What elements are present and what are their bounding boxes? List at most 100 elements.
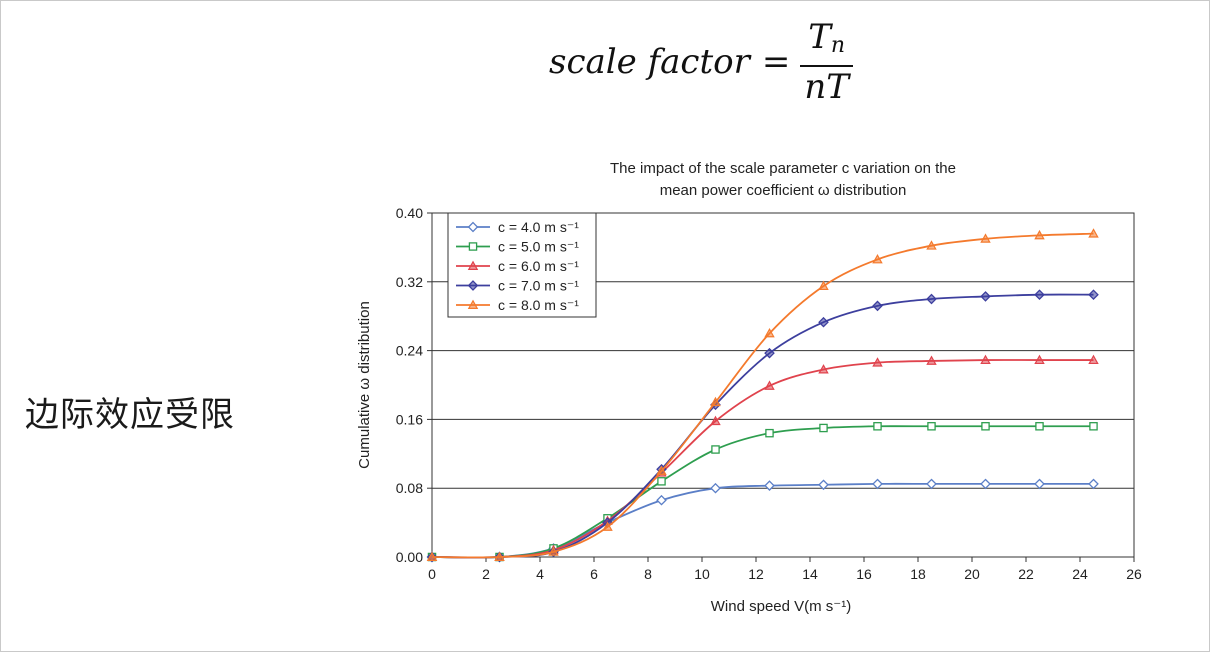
y-tick-label-5: 0.40 <box>396 205 423 221</box>
series-0-point-9 <box>926 478 937 490</box>
plot-frame <box>431 212 1135 558</box>
x-tick-label-5: 10 <box>694 566 710 582</box>
series-0-point-5 <box>710 482 721 494</box>
y-tick-label-1: 0.08 <box>396 480 423 496</box>
series-2 <box>426 354 1099 561</box>
series-1-point-12 <box>1089 422 1098 431</box>
y-axis-label: Cumulative ω distribution <box>356 301 373 469</box>
series-2-point-7 <box>818 364 829 374</box>
series-3-point-12 <box>1088 289 1099 301</box>
x-tick-label-7: 14 <box>802 566 818 582</box>
chart-title-line1: The impact of the scale parameter c vari… <box>610 160 956 177</box>
x-tick-label-1: 2 <box>482 566 490 582</box>
x-tick-label-10: 20 <box>964 566 980 582</box>
legend-marker-4 <box>467 299 479 309</box>
legend-label-3: c = 7.0 m s⁻¹ <box>498 278 579 294</box>
series-0-point-7 <box>818 479 829 491</box>
formula-denominator: nT <box>804 66 849 107</box>
y-tick-label-3: 0.24 <box>396 343 423 359</box>
series-0-point-12 <box>1088 478 1099 490</box>
series-4-point-3 <box>602 521 613 531</box>
series-1-point-5 <box>711 445 720 454</box>
series-2-point-6 <box>764 380 775 390</box>
formula-fraction: Tn nT <box>800 18 853 107</box>
chart-title-line2: mean power coefficient ω distribution <box>660 182 907 199</box>
series-1-point-8 <box>873 422 882 431</box>
series-0 <box>426 478 1099 563</box>
series-4-point-9 <box>926 240 937 250</box>
x-tick-label-12: 24 <box>1072 566 1088 582</box>
legend-marker-3 <box>467 280 479 291</box>
formula-equals: = <box>761 42 791 82</box>
x-tick-label-6: 12 <box>748 566 764 582</box>
series-2-point-5 <box>710 415 721 426</box>
series-3-point-11 <box>1034 289 1045 301</box>
series-2-point-8 <box>872 357 883 367</box>
fraction-bar <box>800 64 853 67</box>
x-axis-label: Wind speed V(m s⁻¹) <box>711 598 851 615</box>
series-1-point-4 <box>657 477 666 486</box>
x-tick-label-0: 0 <box>428 566 436 582</box>
legend-marker-1 <box>468 242 478 251</box>
series-3-point-9 <box>926 293 937 305</box>
series-4-point-12 <box>1088 228 1099 238</box>
series-1-point-9 <box>927 422 936 431</box>
side-caption: 边际效应受限 <box>25 395 235 435</box>
series-1-point-11 <box>1035 422 1044 431</box>
formula-numerator-main: T <box>808 16 831 57</box>
legend-label-0: c = 4.0 m s⁻¹ <box>498 219 579 235</box>
series-3-point-8 <box>872 300 883 312</box>
legend-label-2: c = 6.0 m s⁻¹ <box>498 258 579 274</box>
legend-label-4: c = 8.0 m s⁻¹ <box>498 297 579 313</box>
series-line-1 <box>431 425 1094 559</box>
series-4-point-11 <box>1034 229 1045 240</box>
series-4-point-7 <box>818 280 829 291</box>
series-line-2 <box>431 359 1094 559</box>
series-3-point-7 <box>818 316 829 328</box>
legend: c = 4.0 m s⁻¹ c = 5.0 m s⁻¹ c = 6.0 m s⁻¹ c… <box>447 212 597 318</box>
series-0-point-6 <box>764 480 775 491</box>
series-0-point-8 <box>872 478 883 490</box>
series-4-point-8 <box>872 254 883 264</box>
x-tick-label-9: 18 <box>910 566 926 582</box>
series-4-point-0 <box>426 551 438 561</box>
x-tick-label-13: 26 <box>1126 566 1142 582</box>
series-2-point-12 <box>1088 354 1099 365</box>
x-tick-label-2: 4 <box>536 566 544 582</box>
x-tick-label-3: 6 <box>590 566 598 582</box>
legend-label-1: c = 5.0 m s⁻¹ <box>498 239 579 255</box>
legend-marker-0 <box>467 221 479 233</box>
series-0-point-4 <box>656 494 667 506</box>
series-0-point-11 <box>1034 478 1045 490</box>
series-3-point-6 <box>764 347 775 359</box>
y-tick-label-2: 0.16 <box>396 411 423 427</box>
formula-numerator: Tn <box>804 18 849 65</box>
x-tick-label-11: 22 <box>1018 566 1034 582</box>
series-3-point-10 <box>980 291 991 302</box>
series-1-point-10 <box>981 422 990 431</box>
series-2-point-9 <box>926 355 937 365</box>
x-tick-label-8: 16 <box>856 566 872 582</box>
series-4-point-10 <box>980 233 991 243</box>
series-4-point-5 <box>710 396 721 407</box>
formula-numerator-sub: n <box>830 32 846 58</box>
plot-area: 0.000.080.160.240.320.400 2 4 6 8 10 12 14 16 18 2… <box>396 205 1142 582</box>
series-1-point-7 <box>819 423 828 433</box>
series-1 <box>427 422 1098 562</box>
legend-marker-2 <box>467 260 479 270</box>
y-tick-label-0: 0.00 <box>396 549 423 565</box>
y-tick-label-4: 0.32 <box>396 274 423 290</box>
series-2-point-10 <box>980 354 991 365</box>
x-tick-label-4: 8 <box>644 566 652 582</box>
series-4-point-6 <box>764 327 775 338</box>
series-4-point-4 <box>656 465 667 475</box>
formula-lhs: scale factor <box>549 42 750 82</box>
scale-factor-formula: scale factor = Tn nT <box>549 17 853 107</box>
series-line-0 <box>431 482 1094 559</box>
series-4-point-2 <box>548 546 559 556</box>
series-4 <box>426 228 1099 561</box>
series-1-point-6 <box>765 428 774 438</box>
series-4-point-1 <box>494 551 505 561</box>
